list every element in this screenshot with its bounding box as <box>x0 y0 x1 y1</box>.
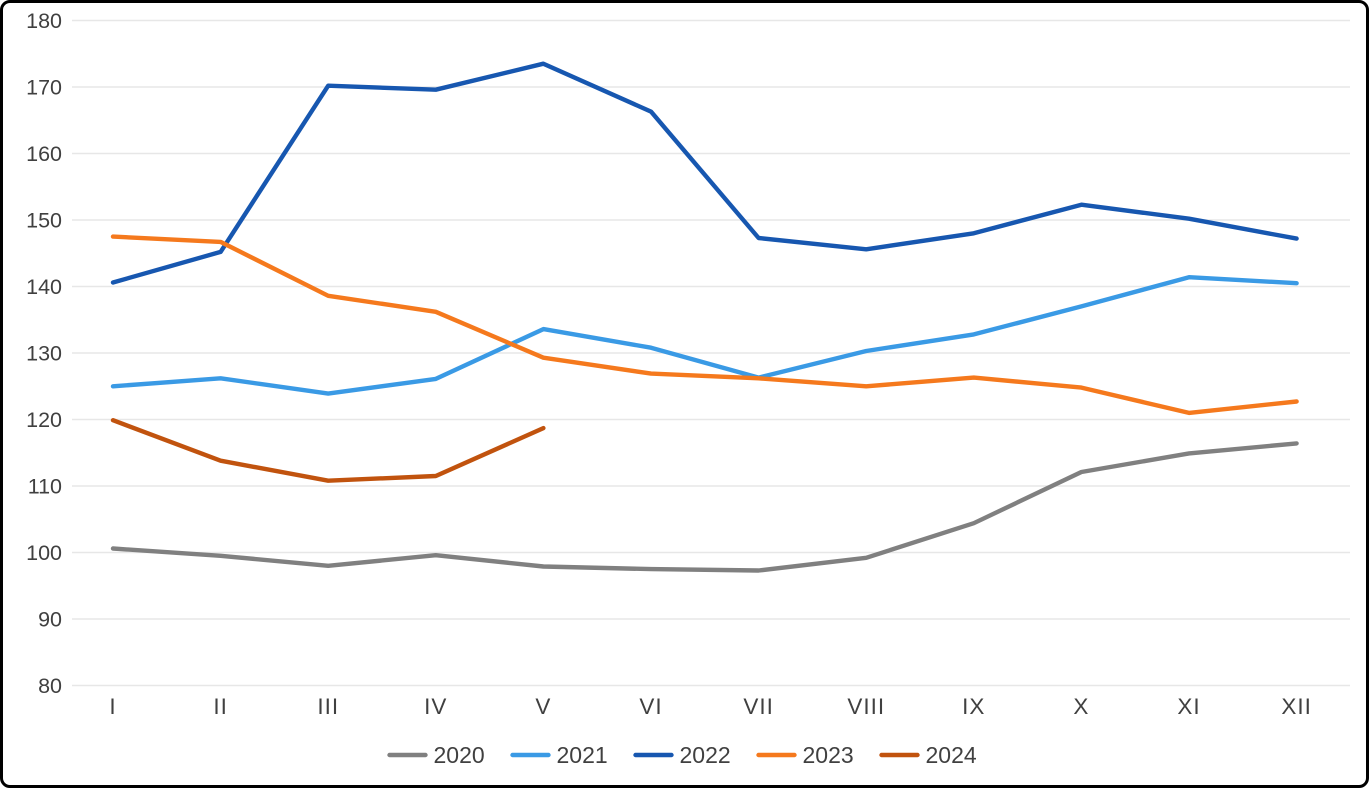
x-axis-tick-label: XI <box>1177 694 1200 719</box>
x-axis-tick-label: III <box>317 694 339 719</box>
legend-item-2023: 2023 <box>756 742 854 768</box>
y-axis-tick-label: 80 <box>38 674 62 698</box>
legend-item-2021: 2021 <box>510 742 608 768</box>
x-axis-labels: I II III IV V VI VII VIII IX X XI XII <box>109 694 1312 719</box>
series-lines <box>110 61 1299 573</box>
series-line-2022 <box>110 61 1299 285</box>
series-line-2020 <box>110 441 1299 573</box>
y-axis-tick-label: 120 <box>26 408 62 432</box>
y-axis-tick-label: 140 <box>26 275 62 299</box>
y-axis-tick-label: 170 <box>26 76 62 100</box>
legend-label: 2021 <box>557 742 608 768</box>
y-axis-tick-label: 150 <box>26 209 62 233</box>
legend-item-2022: 2022 <box>633 742 731 768</box>
y-axis-tick-label: 90 <box>38 608 62 632</box>
x-axis-tick-label: X <box>1073 694 1089 719</box>
x-axis-tick-label: II <box>213 694 228 719</box>
series-line-2021 <box>110 275 1299 396</box>
x-axis-tick-label: IV <box>424 694 447 719</box>
y-axis-tick-label: 110 <box>28 475 62 499</box>
y-axis-tick-label: 130 <box>26 342 62 366</box>
y-axis-tick-label: 100 <box>26 541 62 565</box>
gridlines <box>72 19 1350 687</box>
legend-item-2024: 2024 <box>879 742 977 768</box>
legend-label: 2024 <box>926 742 977 768</box>
legend-item-2020: 2020 <box>387 742 485 768</box>
x-axis-tick-label: V <box>535 694 551 719</box>
x-axis-tick-label: VII <box>743 694 774 719</box>
legend-label: 2020 <box>434 742 485 768</box>
series-line-2023 <box>110 234 1299 416</box>
x-axis-tick-label: VI <box>639 694 662 719</box>
x-axis-tick-label: VIII <box>847 694 885 719</box>
series-line-2024 <box>110 418 546 483</box>
y-axis-tick-label: 160 <box>26 142 62 166</box>
x-axis-tick-label: XII <box>1281 694 1312 719</box>
legend-label: 2022 <box>680 742 731 768</box>
y-axis-tick-label: 180 <box>26 9 62 33</box>
legend: 2020 2021 2022 2023 2024 <box>387 742 977 768</box>
x-axis-tick-label: I <box>109 694 116 719</box>
x-axis-tick-label: IX <box>962 694 985 719</box>
legend-label: 2023 <box>803 742 854 768</box>
